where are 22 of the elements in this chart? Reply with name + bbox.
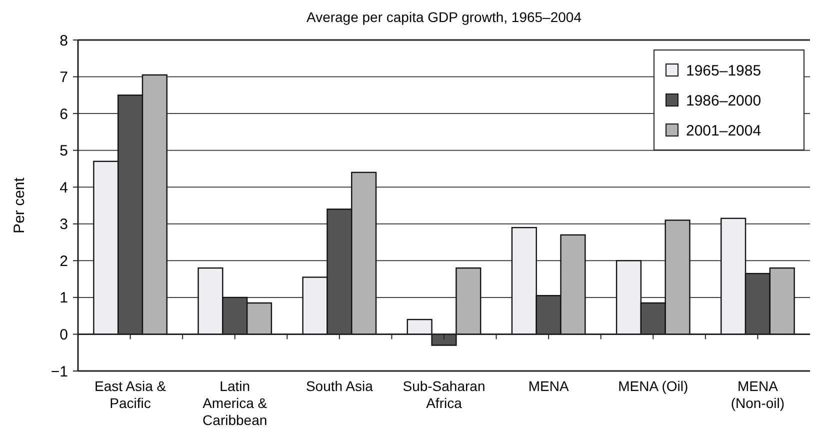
x-tick-label: MENA: [528, 378, 570, 394]
y-tick-label: 2: [60, 252, 68, 270]
x-tick-label: MENA (Non-oil): [730, 378, 785, 411]
y-tick-label: −1: [50, 363, 68, 380]
legend-label: 2001–2004: [686, 122, 762, 140]
y-tick-label: 3: [60, 216, 68, 234]
x-tick-label: Sub-Saharan Africa: [402, 378, 486, 411]
legend-label: 1986–2000: [686, 92, 762, 110]
x-tick-label: Latin America & Caribbean: [202, 378, 268, 428]
y-tick-label: 6: [60, 106, 68, 123]
y-tick-label: 1: [60, 290, 68, 307]
x-tick-label: South Asia: [306, 378, 374, 394]
x-tick-label: MENA (Oil): [618, 378, 688, 394]
y-axis-title: Per cent: [11, 176, 28, 234]
chart-title: Average per capita GDP growth, 1965–2004: [306, 9, 582, 25]
y-tick-label: 8: [60, 32, 68, 50]
x-tick-label: East Asia & Pacific: [94, 378, 167, 411]
y-tick-label: 4: [60, 179, 68, 196]
y-tick-label: 5: [60, 142, 68, 160]
legend-label: 1965–1985: [686, 62, 762, 80]
y-tick-label: 0: [60, 326, 68, 344]
y-tick-label: 7: [60, 69, 68, 86]
